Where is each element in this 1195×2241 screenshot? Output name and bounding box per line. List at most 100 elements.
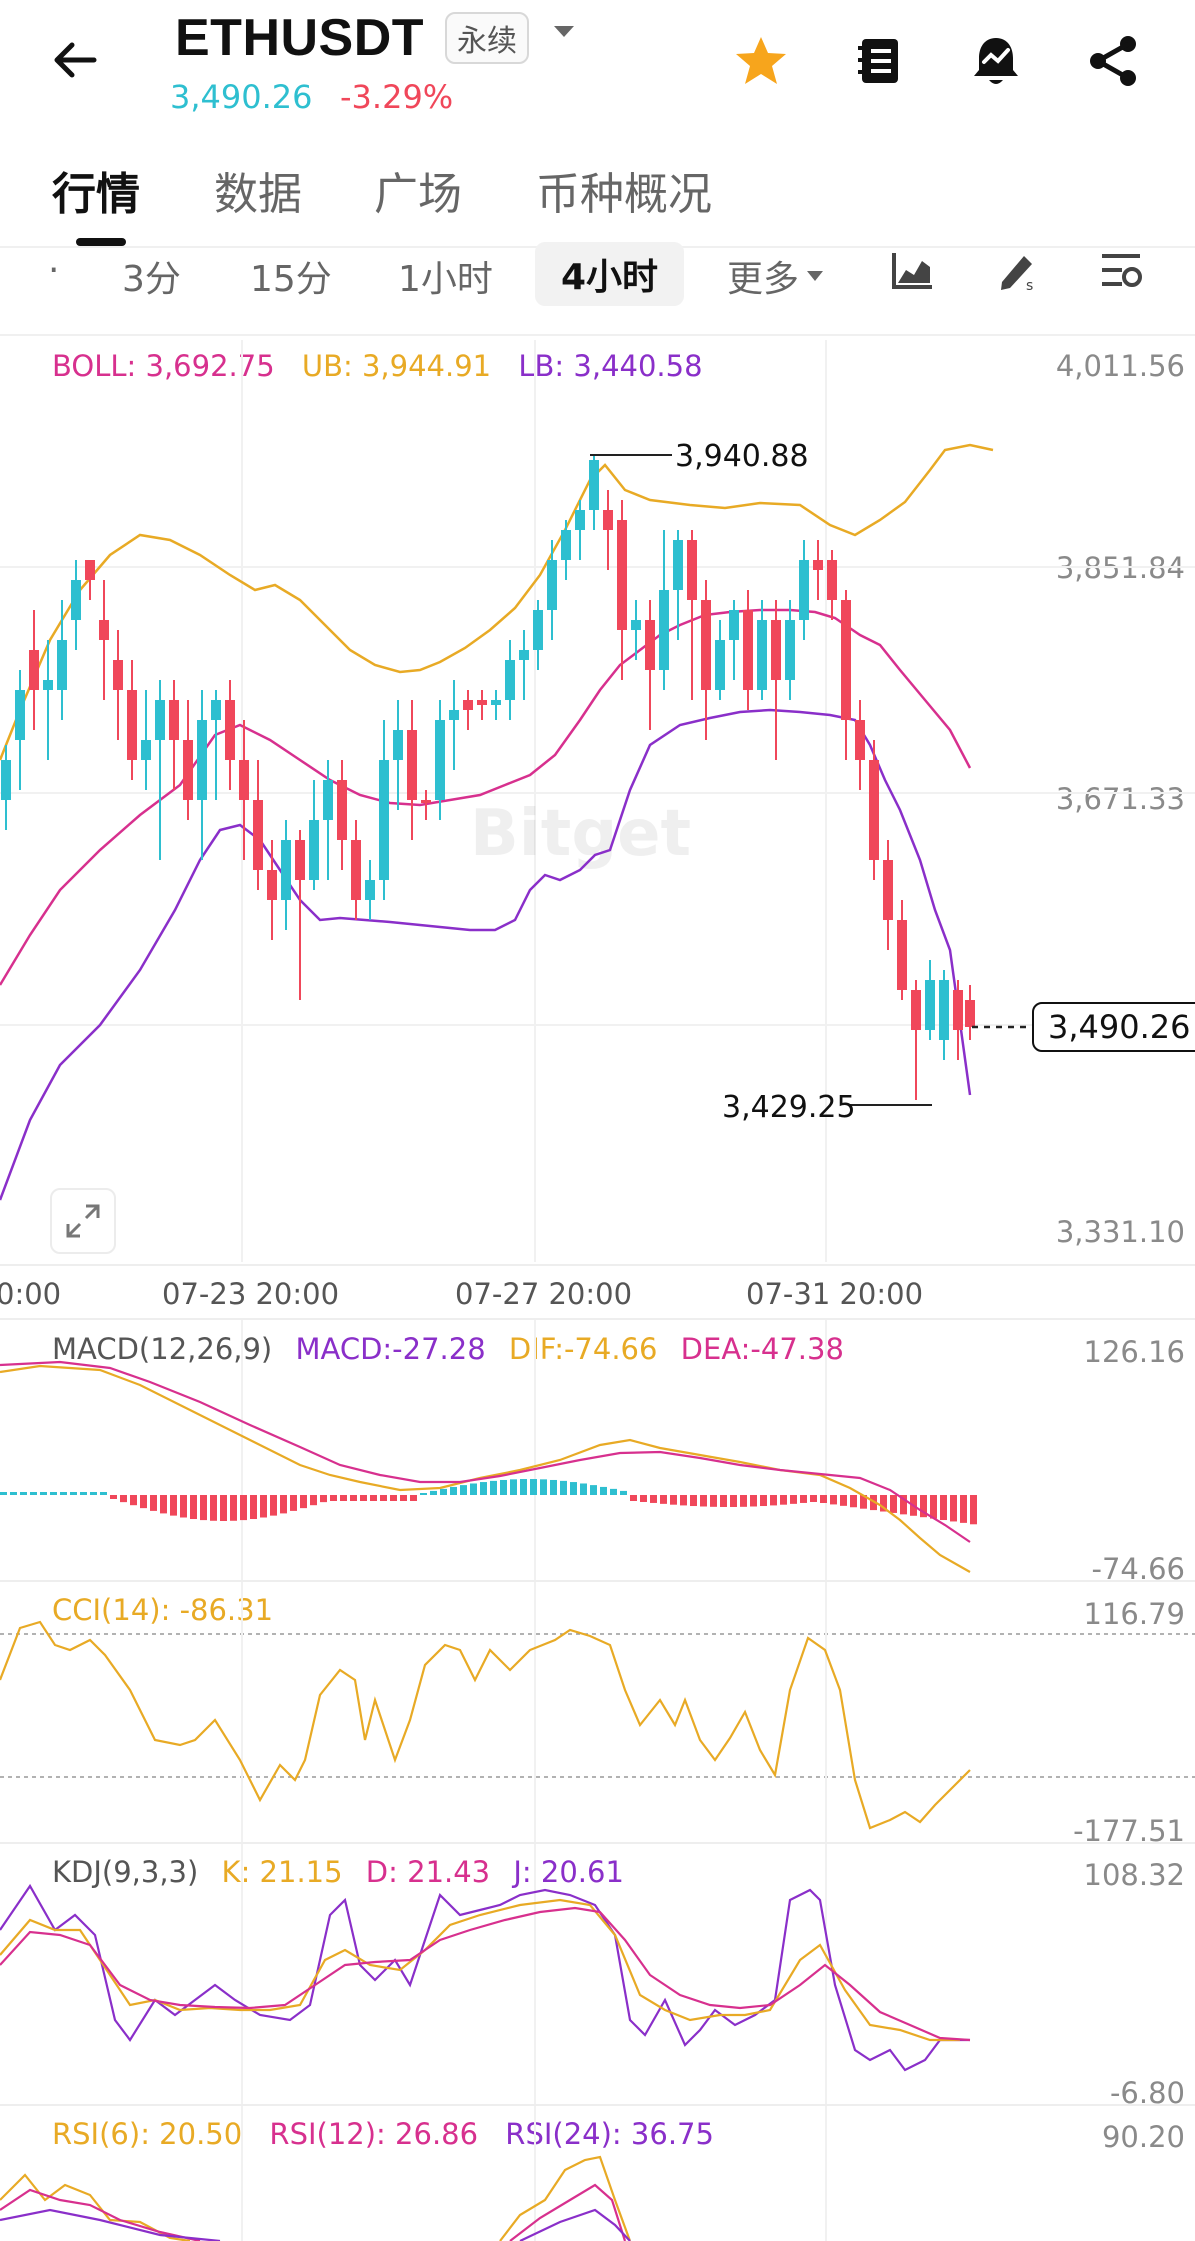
candle-body [183,740,193,800]
macd-bar [650,1495,657,1503]
candle-body [281,840,291,900]
kdj-chart[interactable] [0,1844,1195,2104]
candle-body [449,710,459,720]
macd-bar [960,1495,967,1523]
candle-body [603,510,613,530]
kdj-y-top: 108.32 [1083,1858,1185,1892]
share-button[interactable] [1083,30,1145,92]
macd-bar [780,1495,787,1505]
macd-bar [920,1495,927,1518]
candle-body [211,700,221,720]
timeframe-divider [0,334,1195,336]
indicator-settings-button[interactable] [1093,245,1148,295]
timeframe-1h[interactable]: 1小时 [398,259,493,300]
macd-bar [280,1495,287,1514]
candle-body [463,700,473,710]
macd-bar [240,1495,247,1521]
candle-body [337,780,347,840]
candle-body [617,520,627,630]
tab-market[interactable]: 行情 [52,169,140,220]
macd-bar [950,1495,957,1522]
rsi-chart[interactable] [0,2106,1195,2241]
dea-line [0,1360,971,1543]
timeframe-more[interactable]: 更多 [727,250,825,302]
cci-chart[interactable] [0,1582,1195,1842]
candle-body [645,620,655,670]
macd-bar [380,1495,387,1501]
watermark: Bitget [470,797,691,871]
macd-bar [820,1495,827,1503]
fullscreen-button[interactable] [50,1188,116,1254]
x-tick-0: 0:00 [0,1277,62,1311]
tab-coin-overview[interactable]: 币种概况 [536,169,712,220]
macd-bar [490,1480,497,1495]
macd-bar [710,1495,717,1507]
macd-bar [50,1492,57,1495]
candle-body [351,840,361,900]
rsi24-value: RSI(24): 36.75 [505,2117,714,2151]
macd-bar [410,1495,417,1501]
candlestick-chart[interactable]: Bitget 3,940.88 3,429.25 [0,340,1195,1265]
rsi-legend: RSI(6): 20.50 RSI(12): 26.86 RSI(24): 36… [52,2117,714,2151]
candle-body [799,560,809,620]
macd-bar [120,1495,127,1503]
candle-body [939,980,949,1040]
candle-body [547,560,557,610]
back-button[interactable] [40,30,110,90]
d-value: D: 21.43 [365,1855,491,1889]
candle-body [813,560,823,570]
candle-body [631,620,641,630]
macd-bar [790,1495,797,1504]
tab-square[interactable]: 广场 [374,169,462,220]
macd-bar [610,1488,617,1495]
macd-bar [810,1495,817,1502]
macd-bar [750,1495,757,1507]
symbol-dropdown[interactable] [552,24,576,40]
macd-bar [580,1483,587,1495]
macd-bar [330,1495,337,1501]
timeframe-4h[interactable]: 4小时 [535,242,685,306]
draw-tool-button[interactable]: s [990,245,1045,295]
timeframe-3m[interactable]: 3分 [122,259,181,300]
macd-bar [430,1490,437,1495]
macd-bar [130,1495,137,1506]
current-price-tag: 3,490.26 [1032,1002,1195,1052]
candle-body [771,620,781,680]
candle-body [925,980,935,1030]
candle-body [911,990,921,1030]
candle-body [897,920,907,990]
macd-bar [900,1495,907,1515]
macd-histogram [0,1479,977,1525]
tab-data[interactable]: 数据 [214,169,302,220]
macd-bar [110,1495,117,1499]
macd-bar [890,1495,897,1513]
macd-bar [480,1482,487,1495]
chart-type-icon [891,253,932,289]
macd-bar [850,1495,857,1508]
candle-body [589,460,599,510]
dropdown-caret-icon [554,26,574,37]
macd-chart[interactable] [0,1320,1195,1580]
candle-body [519,650,529,660]
y-tick-top: 4,011.56 [1055,349,1185,383]
macd-bar [690,1495,697,1507]
star-icon [736,37,786,84]
favorite-button[interactable] [730,30,792,92]
candle-body [267,870,277,900]
macd-value: MACD:-27.28 [295,1332,486,1366]
high-price-label: 3,940.88 [675,439,809,474]
macd-bar [800,1495,807,1503]
macd-bar [470,1483,477,1495]
symbol-title[interactable]: ETHUSDT [175,9,425,67]
macd-bar [370,1495,377,1501]
chart-type-button[interactable] [885,245,940,295]
macd-bar [140,1495,147,1509]
macd-bar [310,1495,317,1506]
kdj-params: KDJ(9,3,3) [52,1855,199,1889]
timeframe-15m[interactable]: 15分 [250,259,332,300]
price-alert-button[interactable] [965,30,1027,92]
notes-button[interactable] [848,30,910,92]
rsi-y-top: 90.20 [1101,2120,1185,2154]
active-tab-indicator [76,238,126,246]
candle-body [169,700,179,740]
